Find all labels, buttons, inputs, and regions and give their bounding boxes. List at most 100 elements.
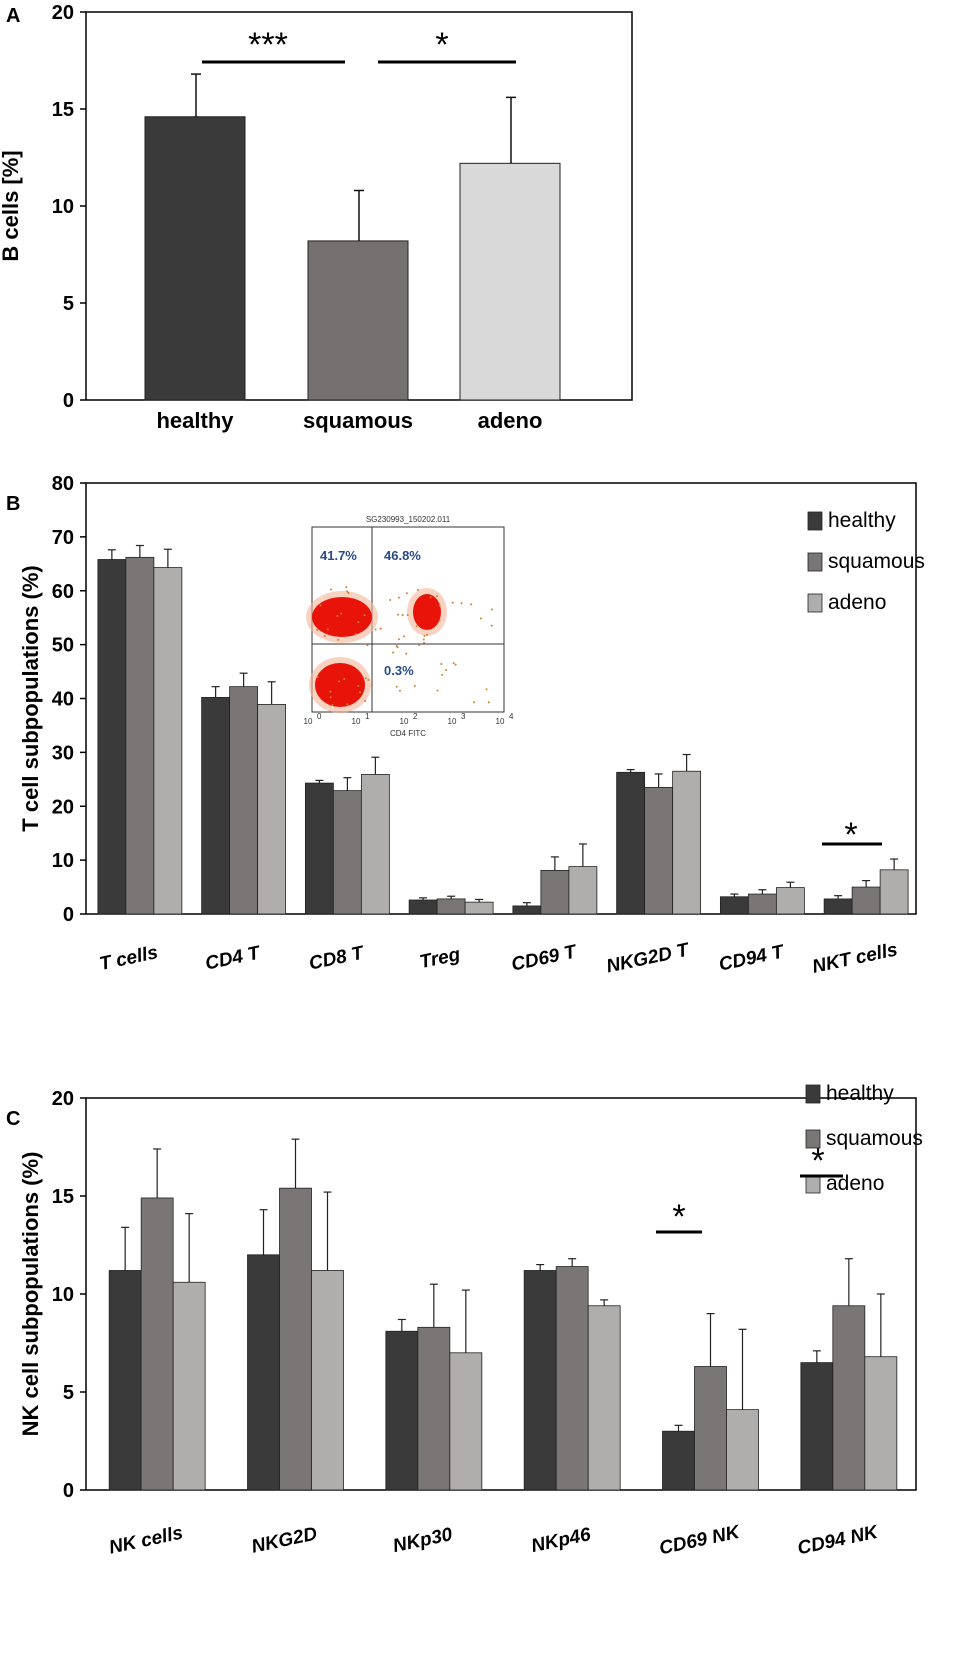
legend-label-adeno: adeno [826,1172,884,1195]
legend-label-healthy: healthy [828,509,896,532]
bar-squamous [332,790,362,915]
bar-squamous [694,1366,727,1491]
category-label: CD94 NK [796,1522,881,1560]
inset-event-dot [392,651,395,654]
y-tick-label: 20 [52,796,74,818]
inset-event-dot [331,703,334,706]
inset-event-dot [435,595,438,598]
category-label: CD4 T [203,942,262,974]
inset-event-dot [340,612,343,615]
inset-event-dot [397,596,400,599]
inset-event-dot [425,633,428,636]
category-label: T cells [98,942,160,975]
inset-event-dot [364,677,367,680]
bar-adeno [172,1281,206,1491]
inset-event-dot [346,703,349,706]
legend-label-squamous: squamous [826,1127,923,1150]
inset-cell-population [312,597,372,637]
bar-squamous [555,1266,589,1491]
inset-event-dot [354,632,357,635]
inset-event-dot [366,644,369,647]
y-tick-label: 40 [52,689,74,711]
panel-letter-c: C [6,1108,20,1130]
category-label: healthy [156,408,234,433]
category-label: NKp46 [529,1524,593,1557]
inset-event-dot [367,678,370,681]
y-tick-label: 20 [52,2,74,24]
inset-event-dot [363,614,366,617]
category-label: NK cells [107,1523,185,1559]
category-label: NKT cells [810,939,899,978]
bar-adeno [864,1356,898,1491]
inset-x-tick-exponent: 4 [509,712,514,721]
y-tick-label: 50 [52,635,74,657]
plot-frame [85,1097,917,1491]
inset-title: SG230993_150202.011 [366,515,451,524]
category-label: NKG2D [250,1523,320,1557]
inset-event-dot [485,688,488,691]
inset-quadrant-percent: 46.8% [384,548,421,563]
legend-swatch-healthy [807,511,823,531]
bar-healthy [719,896,749,915]
bar-adeno [464,901,494,915]
y-tick-label: 15 [52,1186,74,1208]
inset-event-dot [357,684,360,687]
category-label: NKG2D T [605,939,692,977]
legend-label-adeno: adeno [828,591,886,614]
y-tick-label: 0 [63,390,74,412]
category-label: CD94 T [717,941,787,975]
y-tick-label: 0 [63,1480,74,1502]
inset-event-dot [326,628,329,631]
inset-event-dot [336,615,339,618]
bar-healthy [616,771,646,915]
bar-adeno [449,1352,483,1491]
inset-event-dot [374,628,377,631]
bar-squamous [279,1187,312,1491]
inset-event-dot [316,675,319,678]
inset-event-dot [406,613,409,616]
inset-event-dot [422,638,425,641]
bar-squamous [851,886,881,915]
bar-squamous [832,1305,866,1491]
inset-x-tick: 10 [400,717,409,726]
bar-healthy [385,1330,419,1491]
bar-healthy [408,899,438,915]
bar-healthy [523,1270,557,1491]
bar-healthy [201,697,231,915]
bar-healthy [144,116,246,401]
inset-event-dot [397,638,400,641]
inset-event-dot [452,662,455,665]
inset-event-dot [415,625,418,628]
inset-cell-population [413,594,441,630]
bar-adeno [672,770,702,915]
inset-event-dot [402,635,405,638]
inset-event-dot [316,628,319,631]
inset-event-dot [445,669,448,672]
inset-event-dot [470,603,473,606]
category-label: CD8 T [307,942,366,974]
inset-event-dot [395,685,398,688]
category-label: adeno [478,408,543,433]
inset-event-dot [397,613,400,616]
legend-swatch-squamous [807,552,823,572]
category-label: squamous [303,408,413,433]
inset-event-dot [436,689,439,692]
bar-squamous [540,869,570,915]
inset-event-dot [329,696,332,699]
y-tick-label: 10 [52,850,74,872]
bar-adeno [726,1409,759,1491]
panel-letter-a: A [6,5,20,27]
inset-event-dot [357,621,360,624]
significance-stars: * [844,816,857,854]
inset-x-tick: 10 [448,717,457,726]
inset-event-dot [401,614,404,617]
bar-healthy [823,898,853,915]
y-tick-label: 20 [52,1088,74,1110]
bar-healthy [108,1270,142,1491]
inset-event-dot [346,590,349,593]
y-axis-title: NK cell subpopulations (%) [18,1152,43,1437]
bar-adeno [360,774,390,915]
y-tick-label: 10 [52,196,74,218]
inset-event-dot [337,638,340,641]
